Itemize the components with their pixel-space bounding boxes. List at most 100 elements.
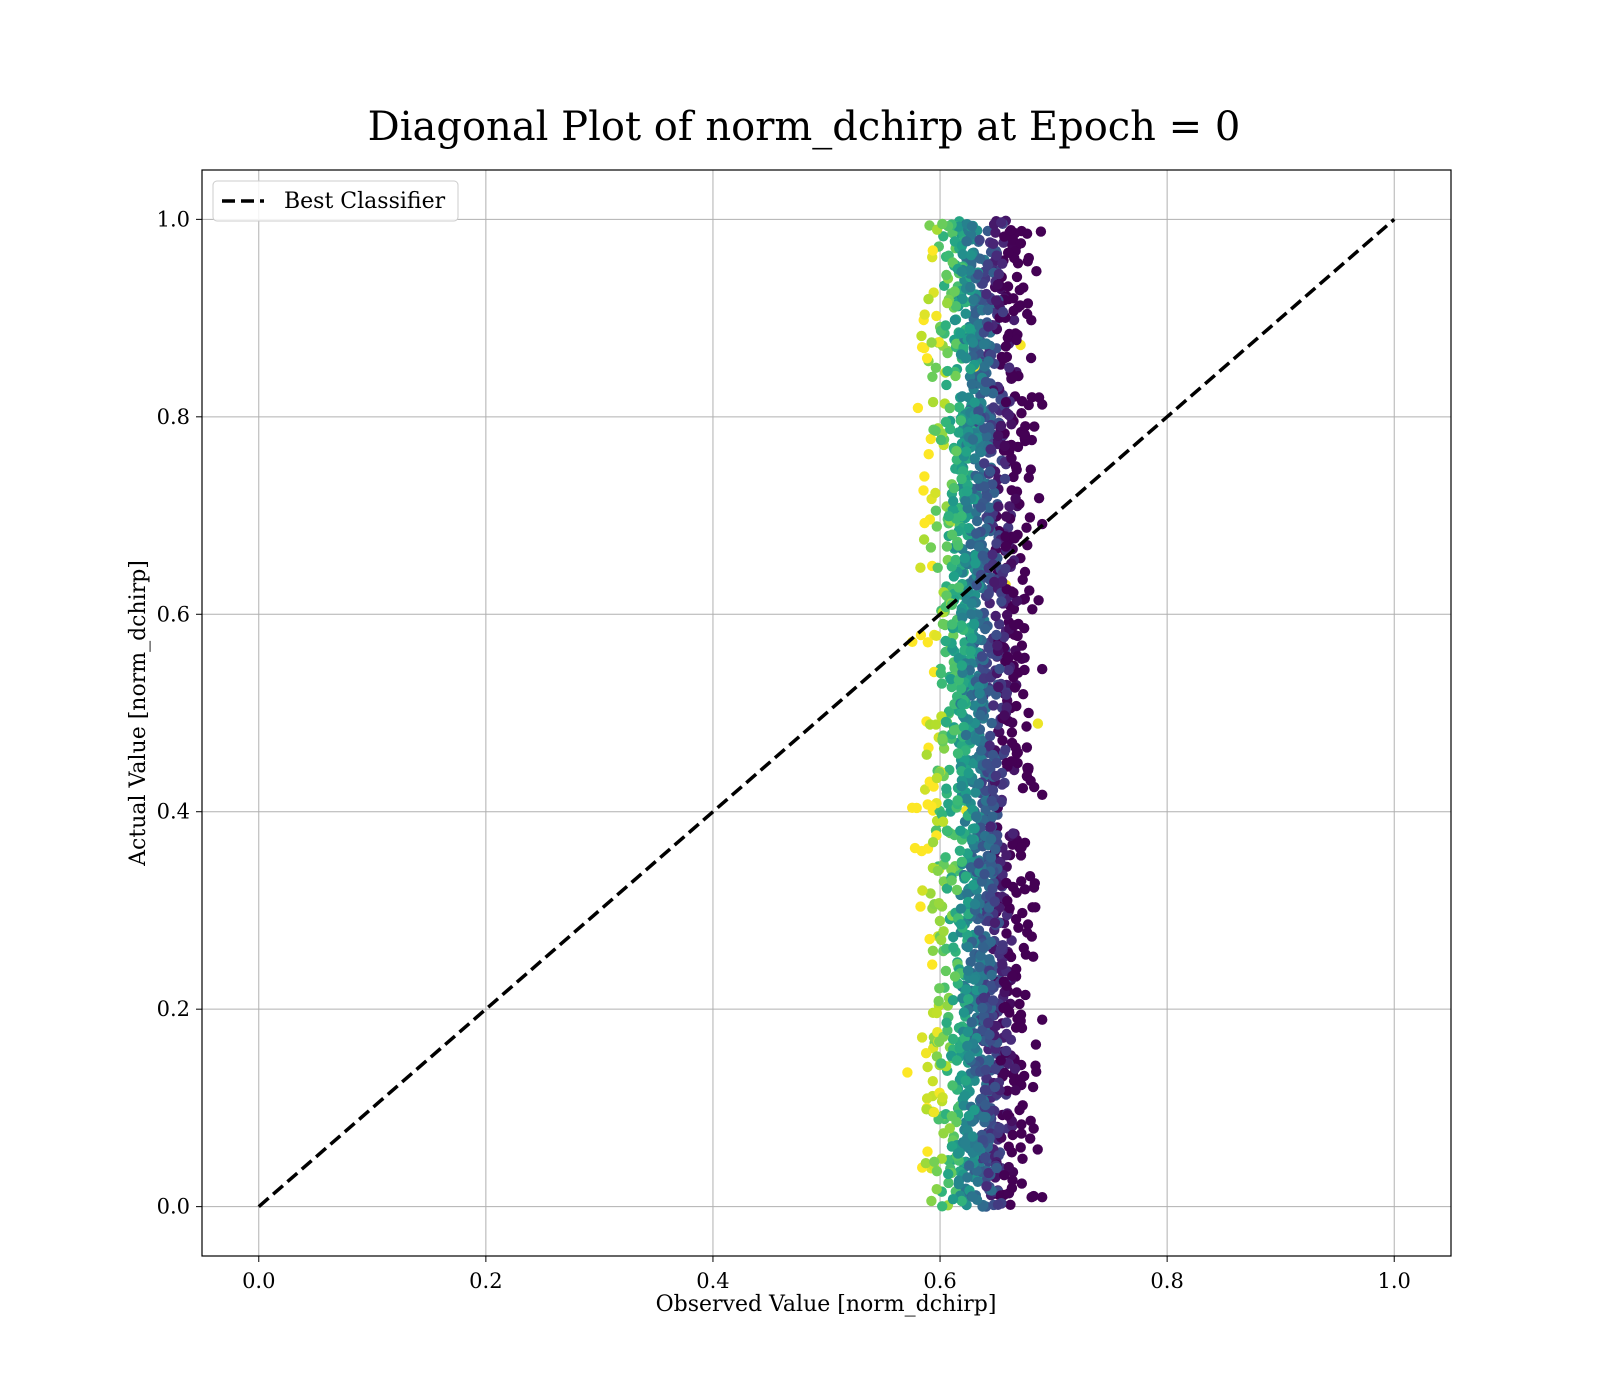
scatter-point xyxy=(1000,563,1011,574)
scatter-point xyxy=(937,1092,948,1103)
scatter-point xyxy=(992,279,1003,290)
scatter-point xyxy=(983,642,994,653)
scatter-point xyxy=(997,576,1008,587)
scatter-point xyxy=(956,707,967,719)
scatter-point xyxy=(956,266,967,277)
scatter-point xyxy=(1006,485,1017,496)
scatter-point xyxy=(1010,742,1021,753)
scatter-point xyxy=(1000,531,1011,542)
scatter-point xyxy=(962,1172,973,1183)
scatter-point xyxy=(1017,1153,1028,1165)
scatter-point xyxy=(1013,922,1024,933)
scatter-point xyxy=(954,845,966,856)
scatter-point xyxy=(984,466,996,477)
scatter-point xyxy=(950,370,961,382)
scatter-point xyxy=(981,288,992,300)
scatter-point xyxy=(966,633,978,644)
x-tick-label: 0.6 xyxy=(923,1269,956,1293)
scatter-point xyxy=(916,1032,928,1043)
scatter-point xyxy=(965,250,977,261)
scatter-point xyxy=(957,293,968,305)
scatter-point xyxy=(980,376,992,388)
scatter-point xyxy=(989,576,1000,588)
scatter-point xyxy=(923,449,934,460)
scatter-point xyxy=(953,427,964,438)
scatter-point xyxy=(981,1073,992,1084)
scatter-point xyxy=(977,1002,988,1014)
scatter-point xyxy=(999,352,1010,364)
scatter-point xyxy=(961,793,972,804)
scatter-point xyxy=(915,562,926,573)
scatter-point xyxy=(937,1201,948,1212)
y-tick-label: 1.0 xyxy=(157,207,190,231)
scatter-point xyxy=(995,420,1007,432)
scatter-point xyxy=(960,495,971,507)
scatter-point xyxy=(1018,689,1029,700)
scatter-point xyxy=(1026,1192,1037,1203)
scatter-point xyxy=(1032,1144,1043,1155)
scatter-point xyxy=(921,1093,933,1104)
scatter-point xyxy=(988,700,999,711)
scatter-point xyxy=(1011,595,1023,607)
scatter-point xyxy=(922,1146,933,1157)
scatter-point xyxy=(1007,839,1018,850)
scatter-point xyxy=(981,431,992,442)
scatter-point xyxy=(1001,850,1012,861)
scatter-point xyxy=(1001,1028,1012,1040)
scatter-point xyxy=(982,259,994,270)
scatter-point xyxy=(951,884,963,896)
scatter-point xyxy=(956,780,967,792)
scatter-point xyxy=(1024,512,1036,523)
scatter-point xyxy=(1001,1017,1012,1028)
scatter-point xyxy=(986,969,997,981)
scatter-point xyxy=(981,758,992,769)
scatter-point xyxy=(936,678,948,689)
scatter-point xyxy=(962,888,973,900)
scatter-point xyxy=(938,231,949,242)
scatter-point xyxy=(980,804,991,816)
scatter-point xyxy=(946,864,957,875)
scatter-point xyxy=(987,549,998,560)
scatter-point xyxy=(941,379,952,391)
scatter-point xyxy=(965,956,976,968)
scatter-point xyxy=(948,942,959,953)
scatter-point xyxy=(959,552,970,564)
scatter-point xyxy=(948,725,960,736)
scatter-point xyxy=(969,823,980,834)
scatter-point xyxy=(975,709,986,721)
scatter-point xyxy=(1008,587,1019,598)
scatter-point xyxy=(912,402,924,414)
scatter-point xyxy=(955,825,966,836)
scatter-point xyxy=(930,719,942,730)
scatter-point xyxy=(1012,651,1023,662)
scatter-point xyxy=(984,740,995,751)
scatter-point xyxy=(940,320,951,331)
scatter-point xyxy=(957,391,968,402)
scatter-point xyxy=(986,980,997,991)
scatter-point xyxy=(973,319,984,331)
scatter-point xyxy=(1037,1192,1048,1203)
scatter-point xyxy=(1021,742,1033,753)
scatter-point xyxy=(949,286,960,297)
scatter-point xyxy=(955,903,967,914)
scatter-point xyxy=(952,795,963,806)
scatter-point xyxy=(968,618,980,630)
scatter-point xyxy=(1005,225,1017,236)
scatter-point xyxy=(974,961,985,973)
scatter-point xyxy=(947,1194,959,1205)
scatter-point xyxy=(1006,419,1017,430)
scatter-point xyxy=(969,899,981,910)
scatter-point xyxy=(973,858,984,869)
scatter-point xyxy=(978,942,989,953)
y-tick-label: 0.0 xyxy=(157,1195,190,1219)
scatter-point xyxy=(980,1099,991,1111)
scatter-point xyxy=(924,220,935,231)
scatter-point xyxy=(931,630,942,641)
scatter-point xyxy=(964,1050,975,1062)
scatter-point xyxy=(961,236,972,247)
scatter-point xyxy=(927,1076,938,1087)
scatter-point xyxy=(970,811,982,822)
scatter-point xyxy=(953,1179,964,1190)
scatter-point xyxy=(1011,464,1022,475)
scatter-point xyxy=(1024,871,1036,882)
